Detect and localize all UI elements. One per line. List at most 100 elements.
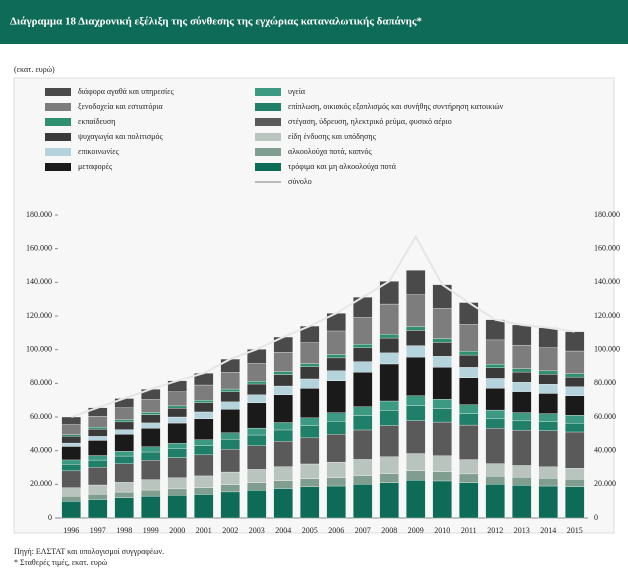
- bar-segment: [406, 270, 426, 295]
- bar-segment: [353, 429, 373, 460]
- bar-segment: [326, 357, 346, 371]
- bar-segment: [379, 456, 399, 474]
- bar-segment: [141, 460, 161, 480]
- y2-tick-label: 0: [594, 513, 598, 522]
- bar-segment: [141, 414, 161, 424]
- bar-segment: [512, 368, 532, 373]
- bar-segment: [114, 419, 134, 423]
- bar-segment: [326, 485, 346, 519]
- bar-segment: [167, 457, 187, 478]
- bar-segment: [247, 445, 267, 470]
- bar-segment: [194, 487, 214, 495]
- bar-segment: [432, 408, 452, 423]
- bar-segment: [485, 409, 505, 419]
- bar-segment: [538, 485, 558, 519]
- bar-segment: [88, 416, 108, 428]
- bar-segment: [485, 476, 505, 485]
- bar-segment: [353, 406, 373, 416]
- x-tick-label: 2005: [302, 526, 318, 535]
- bar-segment: [220, 372, 240, 390]
- bar-segment: [512, 412, 532, 422]
- x-tick-label: 1999: [143, 526, 159, 535]
- bar-segment: [538, 370, 558, 375]
- legend-label: ψυχαγωγία και πολιτισμός: [78, 132, 163, 141]
- bar-segment: [485, 364, 505, 368]
- bar-segment: [406, 453, 426, 471]
- bar-segment: [326, 330, 346, 355]
- x-tick-label: 2007: [355, 526, 371, 535]
- bar-segment: [61, 446, 81, 461]
- bar-segment: [512, 420, 532, 431]
- bar-segment: [114, 463, 134, 483]
- total-line: [70, 234, 575, 418]
- bar-segment: [485, 339, 505, 365]
- bar-segment: [220, 491, 240, 519]
- bar-segment: [220, 439, 240, 450]
- note: * Σταθερές τιμές, εκατ. ευρώ: [14, 558, 107, 567]
- x-tick-label: 2000: [169, 526, 185, 535]
- bar-segment: [485, 484, 505, 519]
- y-tick-label: 100.000: [26, 344, 52, 353]
- bar-segment: [379, 334, 399, 339]
- bar-segment: [512, 371, 532, 383]
- y-tick-label: 180.000: [26, 210, 52, 219]
- bar-segment: [538, 478, 558, 487]
- bar-segment: [485, 428, 505, 464]
- x-tick-label: 1998: [116, 526, 132, 535]
- bar-segment: [379, 303, 399, 335]
- legend-label: αλκοολούχα ποτά, καπνός: [288, 147, 373, 156]
- bar-segment: [353, 344, 373, 348]
- bar-segment: [406, 405, 426, 421]
- bar-segment: [300, 366, 320, 380]
- legend-label: διάφορα αγαθά και υπηρεσίες: [78, 87, 175, 96]
- bar-segment: [141, 422, 161, 429]
- bar-segment: [114, 455, 134, 464]
- bar-segment: [459, 377, 479, 405]
- legend-label: επίπλωση, οικιακός εξοπλισμός και συνήθη…: [288, 102, 504, 111]
- bar-segment: [167, 477, 187, 490]
- bar-segment: [459, 367, 479, 378]
- bar-segment: [220, 409, 240, 433]
- legend-swatch: [45, 118, 71, 126]
- bar-segment: [61, 470, 81, 488]
- bar-segment: [220, 388, 240, 392]
- x-tick-label: 2003: [249, 526, 265, 535]
- bar-segment: [114, 429, 134, 435]
- bar-segment: [326, 380, 346, 413]
- bar-segment: [512, 477, 532, 486]
- bar-segment: [247, 427, 267, 436]
- bar-segment: [88, 436, 108, 441]
- bar-segment: [88, 493, 108, 500]
- bar-segment: [247, 380, 267, 385]
- bar-segment: [300, 363, 320, 367]
- bar-segment: [167, 422, 187, 444]
- bar-segment: [114, 434, 134, 452]
- bar-segment: [538, 384, 558, 394]
- legend-label: είδη ένδυσης και υπόδησης: [288, 132, 377, 141]
- bar-segment: [273, 466, 293, 481]
- bar-segment: [353, 484, 373, 519]
- y-tick-label: 160.000: [26, 243, 52, 252]
- bar-segment: [379, 363, 399, 402]
- bar-segment: [512, 382, 532, 392]
- bar-segment: [300, 388, 320, 418]
- bar-segment: [61, 487, 81, 497]
- x-tick-label: 2004: [275, 526, 291, 535]
- bar-segment: [141, 489, 161, 497]
- bar-segment: [220, 358, 240, 373]
- bar-segment: [300, 342, 320, 364]
- bar-segment: [565, 431, 585, 469]
- bar-segment: [61, 436, 81, 444]
- bar-segment: [379, 473, 399, 483]
- bar-segment: [538, 327, 558, 348]
- bar-segment: [273, 480, 293, 489]
- x-tick-label: 2006: [328, 526, 344, 535]
- bar-segment: [61, 434, 81, 437]
- bar-segment: [247, 394, 267, 404]
- bar-segment: [565, 395, 585, 416]
- legend-swatch: [45, 103, 71, 111]
- x-tick-label: 2015: [567, 526, 583, 535]
- y2-tick-label: 120.000: [594, 311, 620, 320]
- bar-segment: [88, 459, 108, 468]
- bar-segment: [432, 421, 452, 456]
